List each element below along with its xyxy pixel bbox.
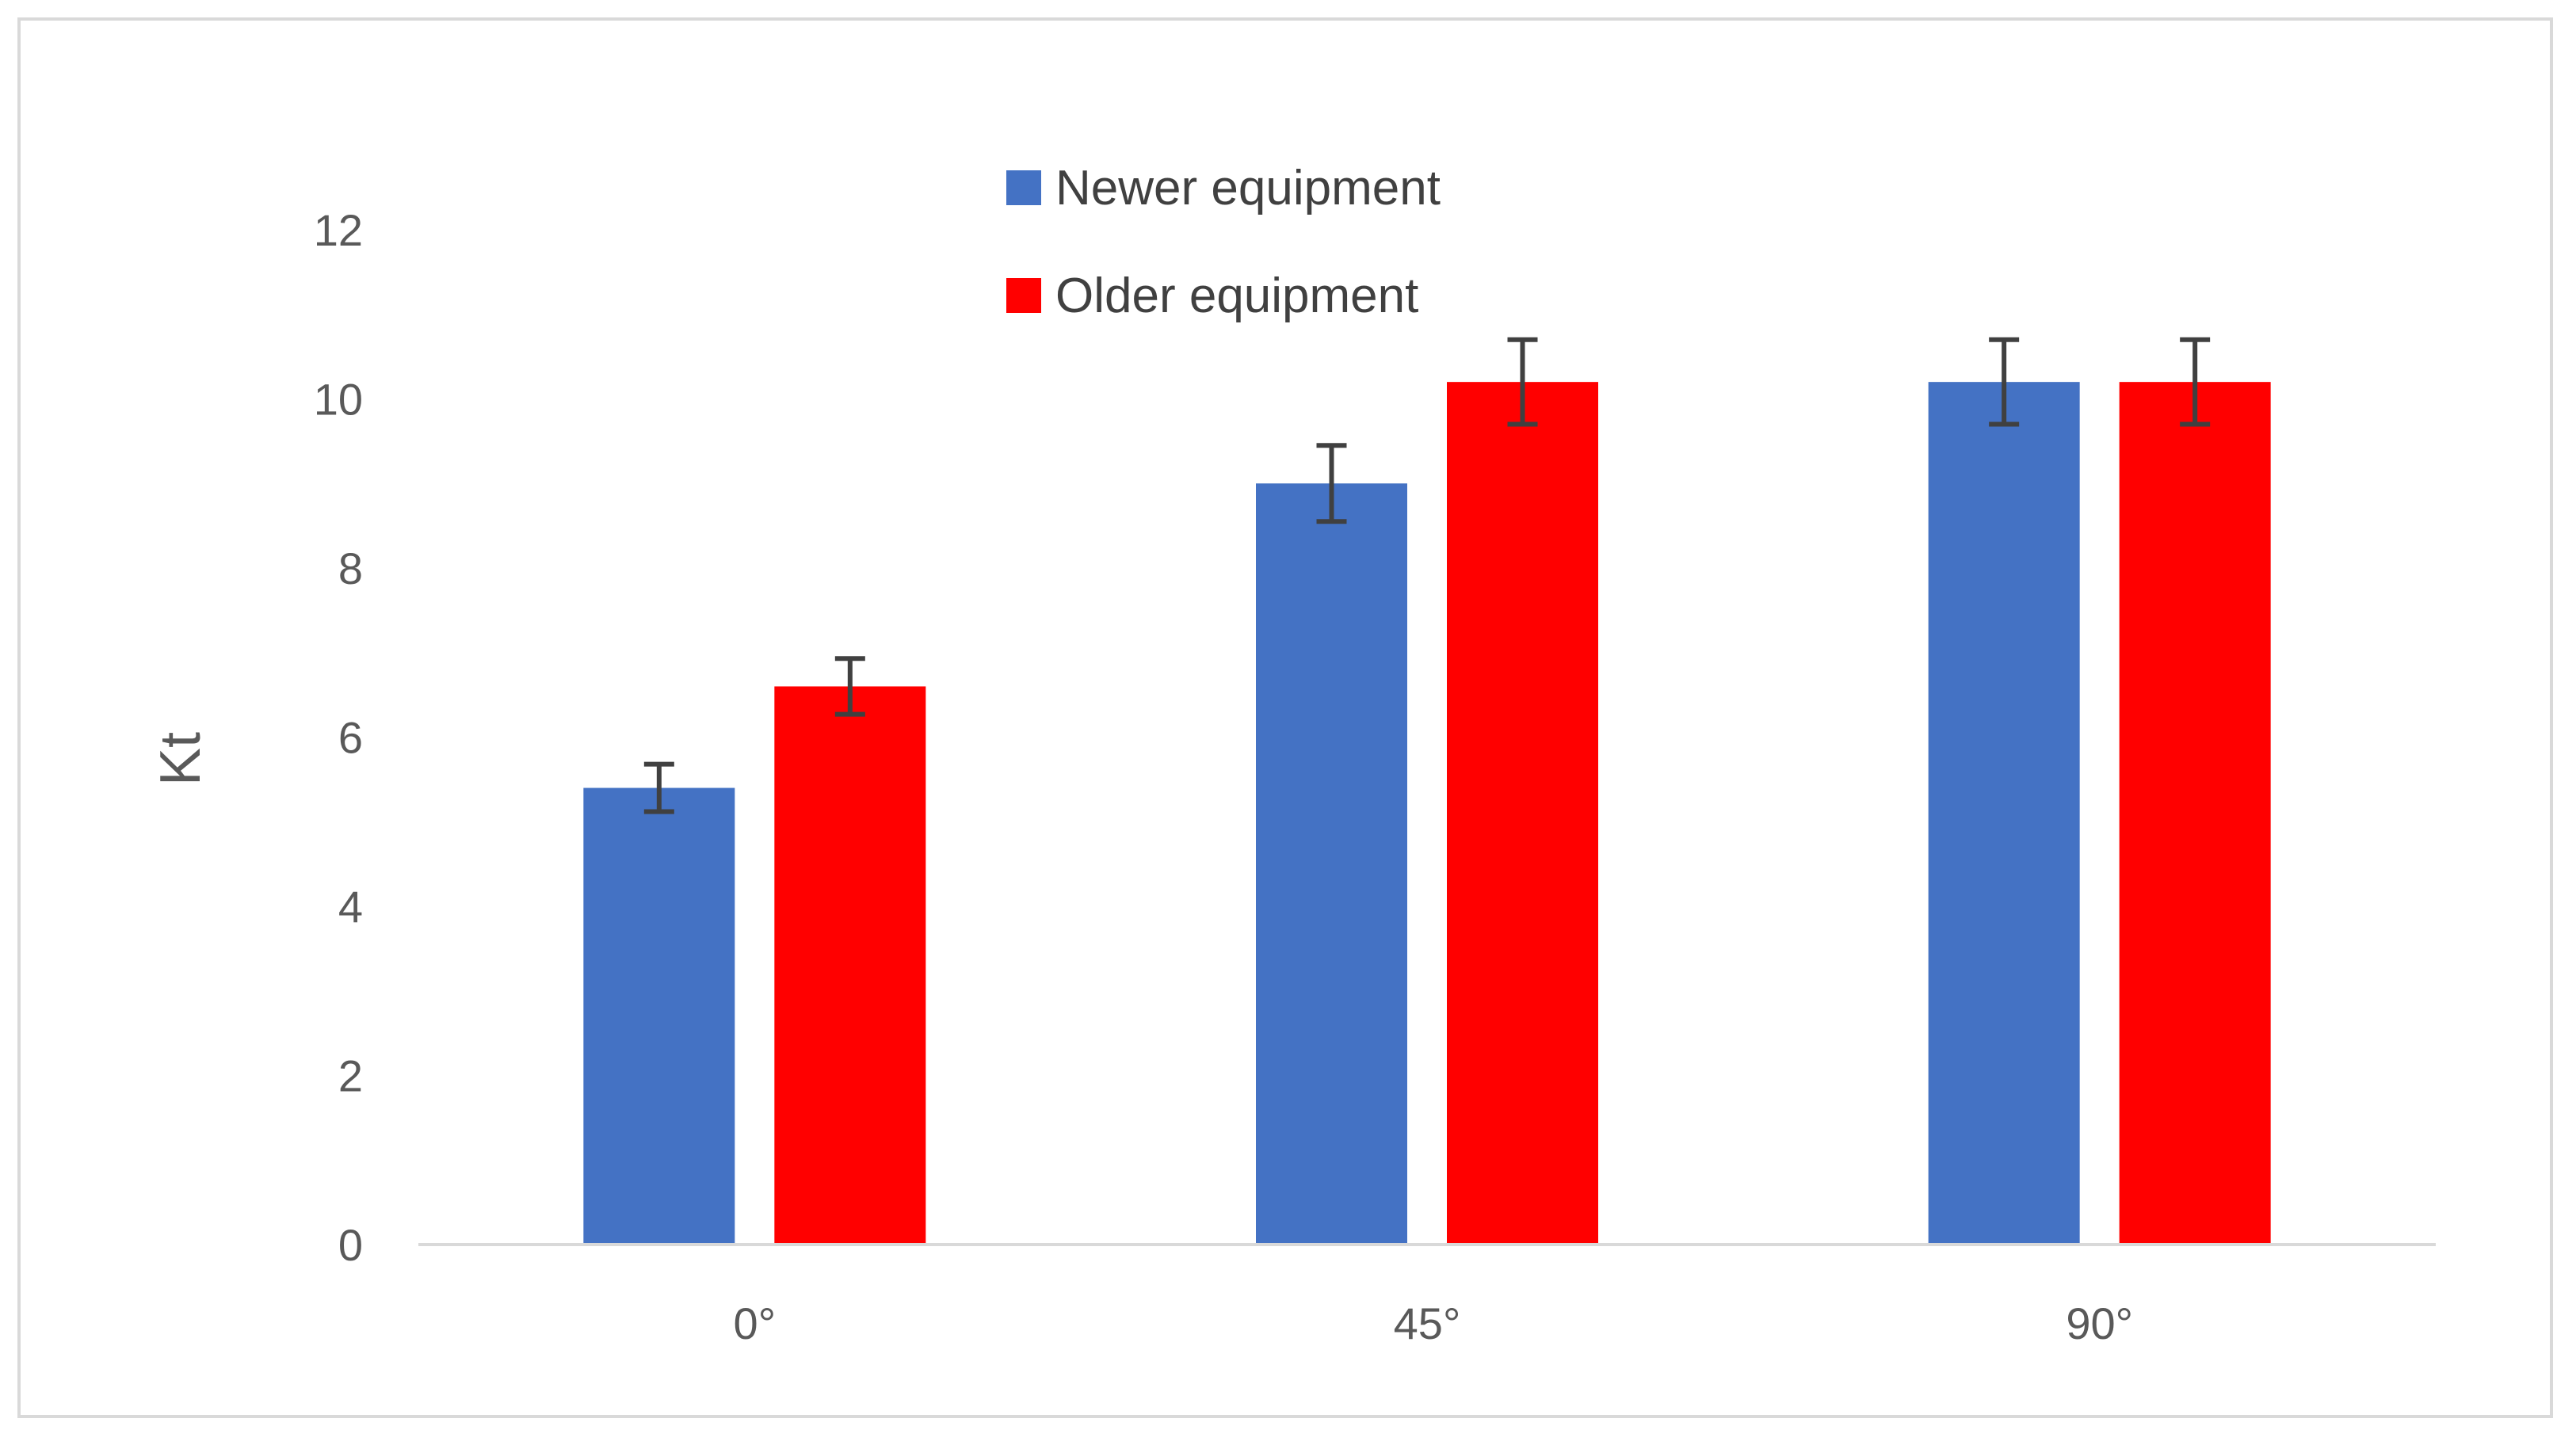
x-tick-label: 90° xyxy=(2066,1298,2133,1348)
y-axis-ticks: 0 2 4 6 8 10 12 xyxy=(314,205,363,1270)
error-bar xyxy=(834,656,865,717)
bar-newer-0 xyxy=(583,787,735,1245)
error-bars xyxy=(643,337,2211,814)
error-bar xyxy=(1507,337,1538,427)
y-tick-label: 6 xyxy=(338,713,363,763)
error-bar xyxy=(1316,443,1347,524)
x-tick-label: 45° xyxy=(1394,1298,1461,1348)
y-tick-label: 8 xyxy=(338,543,363,593)
y-tick-label: 10 xyxy=(314,375,363,425)
error-bar xyxy=(1989,337,2020,427)
legend-label: Newer equipment xyxy=(1055,161,1441,215)
error-bar xyxy=(2180,337,2211,427)
y-axis-title: Kt xyxy=(149,732,212,786)
x-tick-label: 0° xyxy=(734,1298,777,1348)
bar-newer-1 xyxy=(1256,483,1407,1245)
y-tick-label: 0 xyxy=(338,1220,363,1270)
y-tick-label: 4 xyxy=(338,882,363,932)
legend-label: Older equipment xyxy=(1055,269,1418,323)
x-axis-ticks: 0° 45° 90° xyxy=(734,1298,2133,1348)
bar-older-1 xyxy=(1447,382,1598,1245)
legend: Newer equipment Older equipment xyxy=(1006,161,1441,323)
error-bar xyxy=(643,761,674,814)
legend-swatch xyxy=(1006,278,1041,313)
legend-swatch xyxy=(1006,170,1041,205)
bar-older-0 xyxy=(774,686,926,1245)
y-tick-label: 2 xyxy=(338,1051,363,1101)
bar-newer-2 xyxy=(1928,382,2080,1245)
y-tick-label: 12 xyxy=(314,205,363,255)
bars xyxy=(583,382,2271,1245)
bar-older-2 xyxy=(2119,382,2271,1245)
